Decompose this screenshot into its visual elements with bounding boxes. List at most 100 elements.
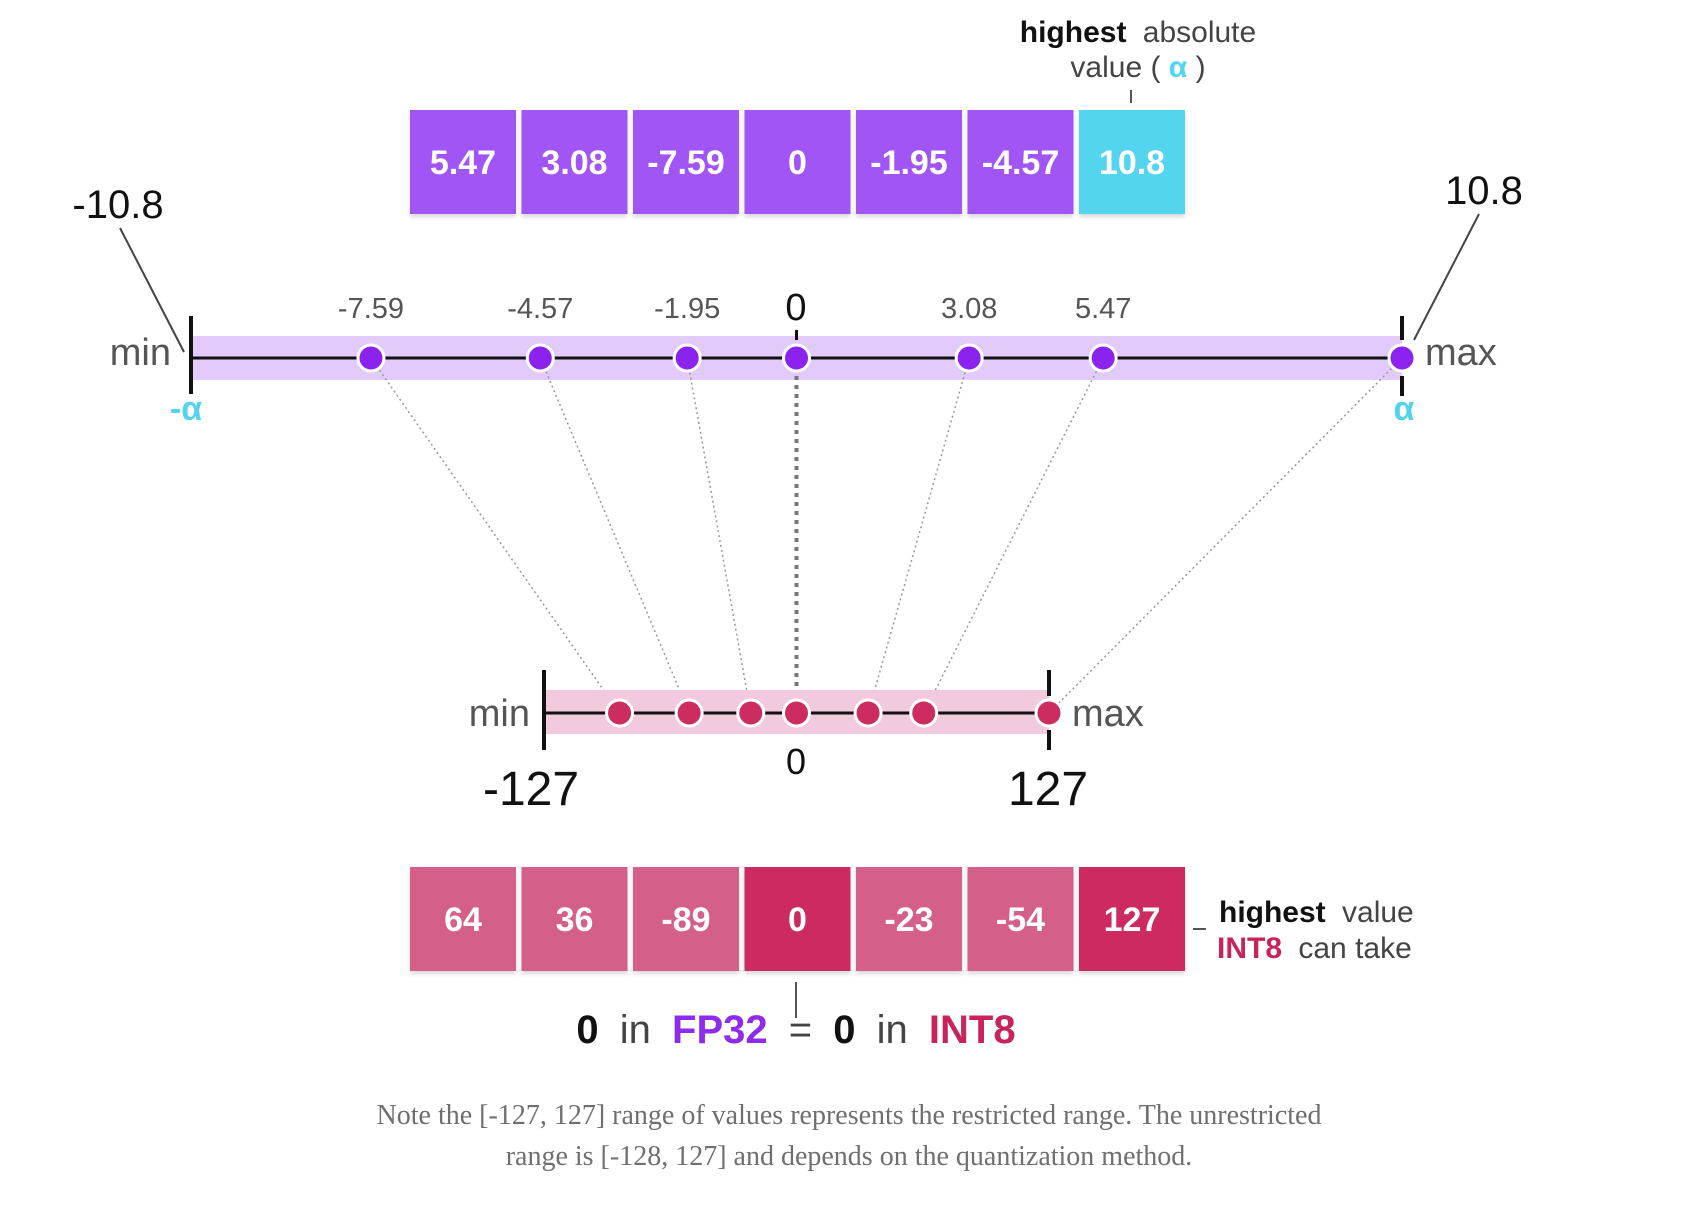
int8-highest-int8: INT8 <box>1217 932 1282 965</box>
caption-line-1: Note the [-127, 127] range of values rep… <box>376 1100 1322 1131</box>
value-cell-label: 0 <box>788 144 807 182</box>
fp32-max-label: max <box>1425 332 1497 374</box>
int8-highest-bold: highest <box>1219 896 1326 929</box>
fp32-neg-alpha: -α <box>170 390 202 428</box>
value-cell <box>410 867 516 971</box>
fp32-point-label: 3.08 <box>941 293 997 325</box>
fp32-point <box>1088 343 1118 373</box>
mapping-connector <box>867 357 970 714</box>
fp32-left-value: -10.8 <box>72 183 163 227</box>
fp32-point <box>356 343 386 373</box>
fp32-right-pointer <box>1413 213 1480 341</box>
fp32-points: -7.59 -4.57 -1.95 3.08 5.47 <box>338 293 1417 373</box>
zero-equation: 0 in FP32 = 0 in INT8 <box>576 982 1016 1052</box>
int8-point <box>736 698 766 728</box>
fp32-point <box>1387 343 1417 373</box>
eq-int8-word: INT8 <box>929 1008 1016 1052</box>
value-cell-label: -7.59 <box>647 144 725 182</box>
fp32-point <box>525 343 555 373</box>
value-cell-label: 36 <box>556 901 594 939</box>
highest-bold-word: highest <box>1020 16 1127 49</box>
int8-point <box>605 698 635 728</box>
fp32-point-label: -1.95 <box>654 293 720 325</box>
value-cell <box>410 110 516 214</box>
figure-caption: Note the [-127, 127] range of values rep… <box>0 1095 1698 1177</box>
fp32-point <box>672 343 702 373</box>
value-cell-label: 10.8 <box>1099 144 1165 182</box>
eq-equals: = <box>789 1008 812 1052</box>
value-cell <box>967 867 1074 971</box>
mapping-connector <box>539 357 690 714</box>
value-cell-label: 127 <box>1104 901 1161 939</box>
int8-point <box>782 698 811 728</box>
fp32-point-label: -4.57 <box>507 293 573 325</box>
int8-point <box>674 698 704 728</box>
mapping-connector <box>686 357 752 714</box>
value-cell-label: 3.08 <box>541 144 607 182</box>
fp32-right-value: 10.8 <box>1445 169 1523 213</box>
eq-in-int8: in <box>877 1008 908 1052</box>
int8-value-row: 64 36 -89 0 -23 -54 127 <box>410 867 1185 971</box>
int8-min-label: min <box>469 693 530 735</box>
fp32-value-row: 5.47 3.08 -7.59 0 -1.95 -4.57 10.8 <box>410 110 1185 214</box>
value-cell <box>1079 110 1185 214</box>
int8-right-value: 127 <box>1008 763 1088 816</box>
mapping-connector <box>370 357 621 714</box>
fp32-min-label: min <box>110 332 171 374</box>
mapping-connectors <box>370 357 1403 714</box>
int8-highest-rest: value <box>1342 896 1414 929</box>
fp32-point-label: 5.47 <box>1075 293 1131 325</box>
value-cell-label: -23 <box>884 901 933 939</box>
value-cell-label: -89 <box>661 901 710 939</box>
value-close-paren: ) <box>1196 51 1206 84</box>
svg-text:highest absolute: highest absolute <box>1020 16 1256 49</box>
int8-highest-annotation: highest value INT8 can take <box>1193 896 1414 965</box>
svg-text:0 in FP32 =: 0 in FP32 = 0 in INT8 <box>576 1008 1015 1052</box>
value-cell-label: 5.47 <box>430 144 496 182</box>
fp32-point <box>782 343 811 373</box>
value-cell <box>521 867 628 971</box>
value-cell <box>1079 867 1185 971</box>
value-cell <box>521 110 628 214</box>
svg-text:value ( α ): value ( α ) <box>1070 51 1205 84</box>
int8-number-line: min max 0 -127 127 <box>469 670 1144 816</box>
int8-point <box>909 698 939 728</box>
fp32-point-label: -7.59 <box>338 293 404 325</box>
value-cell-label: 0 <box>788 901 807 939</box>
mapping-connector <box>923 357 1104 714</box>
value-cell-label: 64 <box>444 901 482 939</box>
value-open-paren: value ( <box>1070 51 1160 84</box>
fp32-zero-label: 0 <box>785 287 806 329</box>
svg-text:INT8 can take: INT8 can take <box>1217 932 1412 965</box>
eq-zero-int8: 0 <box>833 1008 855 1052</box>
svg-text:highest value: highest value <box>1219 896 1414 929</box>
int8-max-label: max <box>1072 693 1144 735</box>
value-cell <box>744 110 851 214</box>
highest-rest-word: absolute <box>1143 16 1256 49</box>
value-cell-label: -4.57 <box>982 144 1060 182</box>
highest-absolute-annotation: highest absolute value ( α ) <box>1020 16 1256 103</box>
value-cell <box>633 110 739 214</box>
fp32-pos-alpha: α <box>1394 390 1415 428</box>
fp32-point <box>954 343 984 373</box>
int8-highest-can-take: can take <box>1298 932 1411 965</box>
int8-points <box>605 698 1064 728</box>
fp32-left-pointer <box>119 227 185 353</box>
eq-zero-fp32: 0 <box>576 1008 598 1052</box>
caption-line-2: range is [-128, 127] and depends on the … <box>505 1141 1193 1172</box>
value-cell <box>856 867 962 971</box>
alpha-symbol: α <box>1169 51 1188 84</box>
value-cell <box>856 110 962 214</box>
int8-zero-label: 0 <box>786 741 806 782</box>
value-cell <box>967 110 1074 214</box>
int8-point <box>1034 698 1064 728</box>
mapping-connector <box>1048 357 1403 714</box>
eq-fp32-word: FP32 <box>672 1008 768 1052</box>
int8-left-value: -127 <box>483 763 579 816</box>
value-cell-label: -54 <box>996 901 1045 939</box>
value-cell <box>633 867 739 971</box>
value-cell <box>744 867 851 971</box>
eq-in-fp32: in <box>620 1008 651 1052</box>
int8-point <box>853 698 883 728</box>
